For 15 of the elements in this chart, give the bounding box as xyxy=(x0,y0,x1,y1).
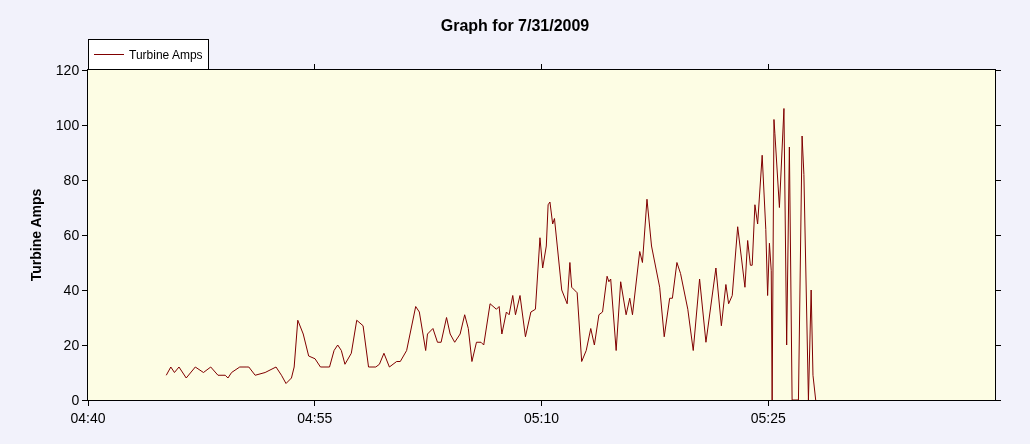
y-tick-label: 0 xyxy=(71,391,80,408)
y-tick-label: 100 xyxy=(55,116,80,133)
y-tick-label: 120 xyxy=(55,61,80,78)
x-tick-label: 05:25 xyxy=(750,409,786,426)
line-series xyxy=(165,108,817,400)
y-axis-title: Turbine Amps xyxy=(28,188,45,282)
legend-label: Turbine Amps xyxy=(129,48,203,63)
x-tick-label: 04:40 xyxy=(70,409,106,426)
y-tick-label: 20 xyxy=(63,336,80,353)
y-tick-label: 40 xyxy=(63,281,80,298)
chart-title: Graph for 7/31/2009 xyxy=(440,17,590,35)
x-tick-label: 05:10 xyxy=(523,409,560,426)
y-tick-label: 60 xyxy=(63,226,80,243)
x-tick-label: 04:55 xyxy=(297,409,333,426)
y-tick-label: 80 xyxy=(63,171,80,188)
